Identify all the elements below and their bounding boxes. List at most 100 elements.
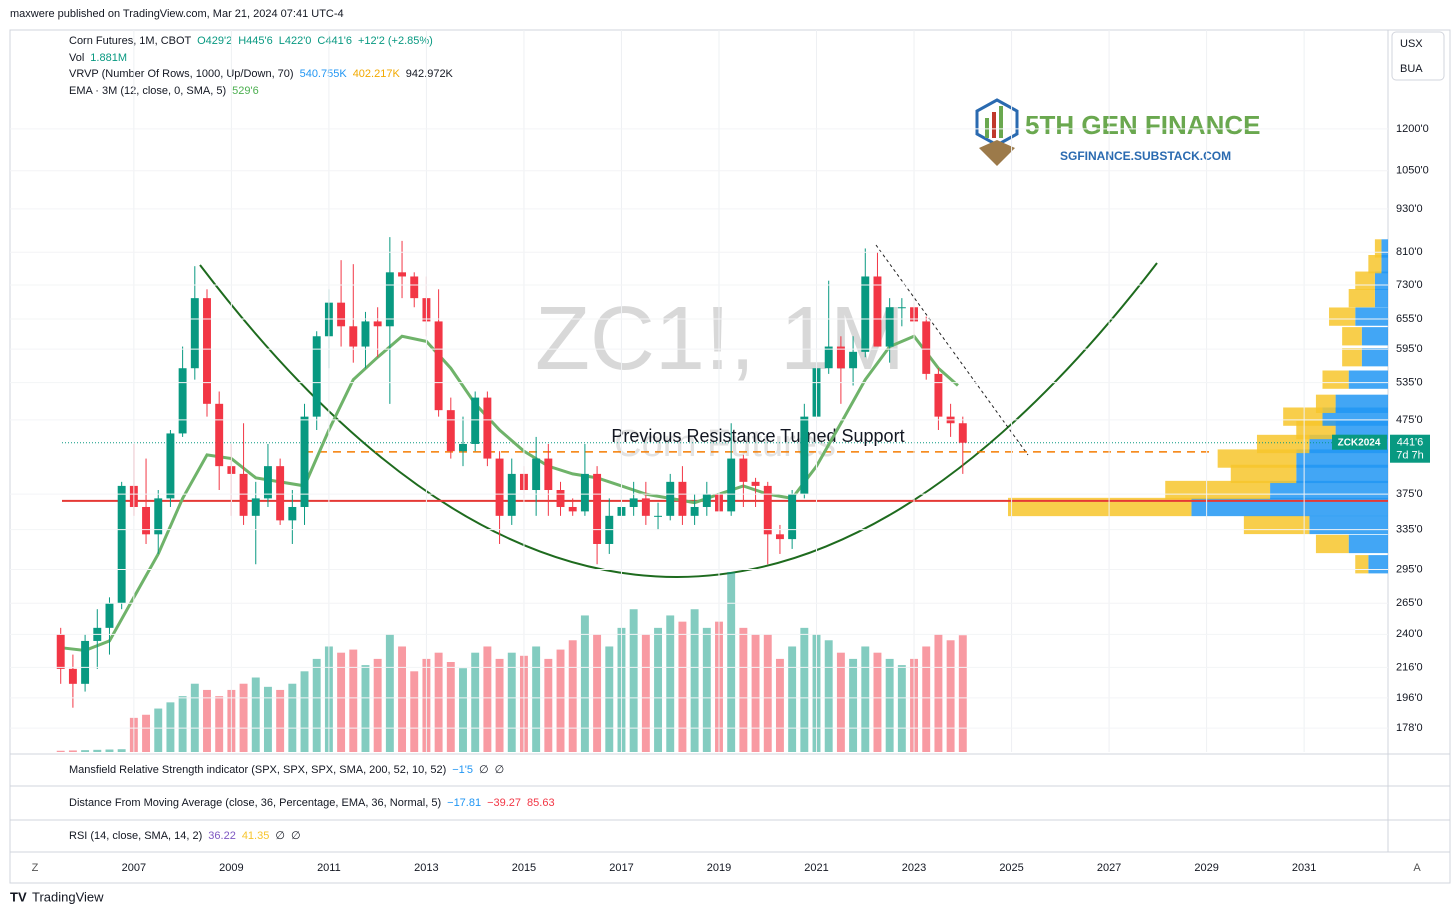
candle-body (788, 494, 797, 540)
watermark-symbol: ZC1!, 1M (535, 289, 905, 389)
y-tick-label: 178'0 (1396, 722, 1423, 734)
logo-bar (999, 106, 1003, 138)
profile-down (1342, 327, 1362, 346)
profile-down (1315, 534, 1349, 554)
watermark: ZC1!, 1M Corn Futures (535, 289, 905, 465)
volume-bar (410, 671, 419, 752)
volume-bar (702, 627, 711, 752)
volume-bar (93, 749, 102, 752)
profile-down (1348, 288, 1375, 308)
logo-base (979, 140, 1015, 166)
volume-bar (349, 649, 358, 752)
volume-bar (276, 689, 285, 752)
candle-body (739, 458, 748, 482)
candle-body (349, 326, 358, 347)
y-tick-label: 295'0 (1396, 563, 1423, 575)
volume-bar (361, 665, 370, 752)
volume-bar (300, 671, 309, 752)
profile-down (1342, 348, 1362, 367)
candle-body (824, 346, 833, 369)
volume-bar (800, 627, 809, 752)
candle-body (105, 603, 114, 628)
x-tick-label: 2029 (1194, 862, 1218, 874)
candle-body (385, 272, 394, 327)
volume-bar (385, 634, 394, 752)
profile-up (1191, 497, 1388, 517)
legend-ohlc: Corn Futures, 1M, CBOT O429'2 H445'6 L422'0… (69, 35, 433, 47)
volume-bar (471, 652, 480, 752)
candle-body (751, 481, 760, 486)
cup-curve (199, 262, 1158, 578)
volume-bar (105, 749, 114, 752)
y-tick-label: 240'0 (1396, 628, 1423, 640)
candle-body (142, 506, 151, 535)
profile-up (1309, 515, 1388, 535)
annotation: Previous Resistance Turned Support (611, 426, 904, 446)
profile-down (1283, 407, 1323, 426)
profile-up (1355, 307, 1388, 326)
volume-bar (861, 646, 870, 752)
profile-up (1361, 327, 1388, 346)
profile-up (1368, 555, 1388, 574)
profile-up (1296, 464, 1388, 484)
scale-button[interactable]: BUA (1400, 63, 1423, 75)
volume-bar (934, 634, 943, 752)
volume-bar (788, 646, 797, 752)
volume-bar (568, 640, 577, 752)
price-tag-countdown: 7d 7h (1396, 450, 1424, 462)
corner-button[interactable]: A (1413, 862, 1421, 874)
profile-down (1329, 307, 1356, 326)
legend-vrvp: VRVP (Number Of Rows, 1000, Up/Down, 70)… (69, 68, 454, 80)
candle-body (471, 397, 480, 444)
volume-bar (239, 683, 248, 752)
volume-bar (288, 683, 297, 752)
price-tag-box (1332, 434, 1387, 450)
candle-body (117, 485, 126, 604)
y-tick-label: 595'0 (1396, 343, 1423, 355)
logo-name: 5TH GEN FINANCE (1025, 110, 1260, 140)
volume-bar (532, 646, 541, 752)
volume-bar (190, 683, 199, 752)
y-tick-label: 475'0 (1396, 414, 1423, 426)
profile-down (1355, 555, 1369, 574)
candle-body (56, 634, 65, 669)
profile-up (1361, 348, 1388, 367)
volume-bar (897, 665, 906, 752)
volume-bar (434, 652, 443, 752)
candle-body (727, 458, 736, 512)
candle-body (434, 321, 443, 411)
x-tick-label: 2017 (609, 862, 633, 874)
logo-url: SGFINANCE.SUBSTACK.COM (1060, 149, 1231, 163)
corner-button[interactable]: Z (32, 862, 39, 874)
y-tick-label: 375'0 (1396, 488, 1423, 500)
volume-bar (446, 662, 455, 752)
y-tick-label: 1200'0 (1396, 123, 1429, 135)
price-tag-price: 441'6 (1397, 437, 1424, 449)
volume-bar (849, 658, 858, 752)
volume-bar (739, 627, 748, 752)
candle-body (690, 506, 699, 516)
profile-down (1230, 464, 1297, 484)
volume-bar (678, 621, 687, 752)
x-tick-label: 2015 (512, 862, 536, 874)
candle-body (580, 473, 589, 512)
volume-bar (775, 658, 784, 752)
candle-body (239, 473, 248, 516)
candle-body (312, 336, 321, 417)
scale-button[interactable]: USX (1400, 38, 1423, 50)
candle-body (263, 466, 272, 499)
scale-buttons[interactable] (1391, 31, 1445, 81)
candle-body (641, 498, 650, 516)
y-tick-label: 216'0 (1396, 661, 1423, 673)
volume-bar (544, 658, 553, 752)
candle-body (873, 276, 882, 347)
volume-bar (885, 658, 894, 752)
candle-body (68, 668, 77, 684)
candle-body (410, 276, 419, 299)
volume-bar (727, 572, 736, 752)
candle-body (251, 498, 260, 516)
x-tick-label: 2021 (804, 862, 828, 874)
candle-body (288, 506, 297, 521)
candle-body (958, 423, 967, 443)
